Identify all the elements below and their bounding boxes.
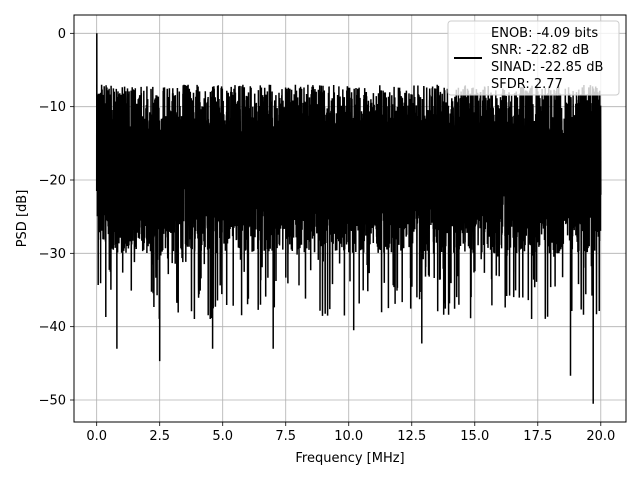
y-tick-label: −40: [39, 320, 66, 335]
legend: ENOB: -4.09 bits SNR: -22.82 dB SINAD: -…: [447, 20, 620, 96]
x-tick-label: 10.0: [334, 429, 363, 444]
psd-trace: [95, 33, 602, 404]
x-tick-label: 12.5: [397, 429, 426, 444]
x-tick-label: 0.0: [86, 429, 107, 444]
legend-line-enob: ENOB: -4.09 bits: [491, 26, 598, 41]
y-tick-label: −10: [39, 100, 66, 115]
legend-line-snr: SNR: -22.82 dB: [491, 43, 589, 58]
y-tick-label: −20: [39, 174, 66, 189]
x-tick-label: 17.5: [523, 429, 552, 444]
plot-frame: [73, 14, 627, 423]
legend-line-sinad: SINAD: -22.85 dB: [491, 60, 603, 75]
y-tick-label: −30: [39, 247, 66, 262]
y-tick-label: 0: [58, 27, 66, 42]
x-tick-label: 20.0: [586, 429, 615, 444]
series-line: [95, 33, 602, 404]
x-tick-label: 2.5: [149, 429, 170, 444]
x-tick-label: 7.5: [275, 429, 296, 444]
legend-line-sfdr: SFDR: 2.77: [491, 77, 563, 92]
x-axis-label: Frequency [MHz]: [295, 451, 404, 466]
x-tick-label: 15.0: [460, 429, 489, 444]
x-axis-ticks: 0.0 2.5 5.0 7.5 10.0 12.5 15.0 17.5 20.0: [86, 422, 615, 444]
x-tick-label: 5.0: [212, 429, 233, 444]
y-axis-ticks: 0 −10 −20 −30 −40 −50: [39, 27, 74, 409]
y-axis-label: PSD [dB]: [15, 190, 30, 248]
y-tick-label: −50: [39, 394, 66, 409]
legend-box: [447, 20, 620, 96]
